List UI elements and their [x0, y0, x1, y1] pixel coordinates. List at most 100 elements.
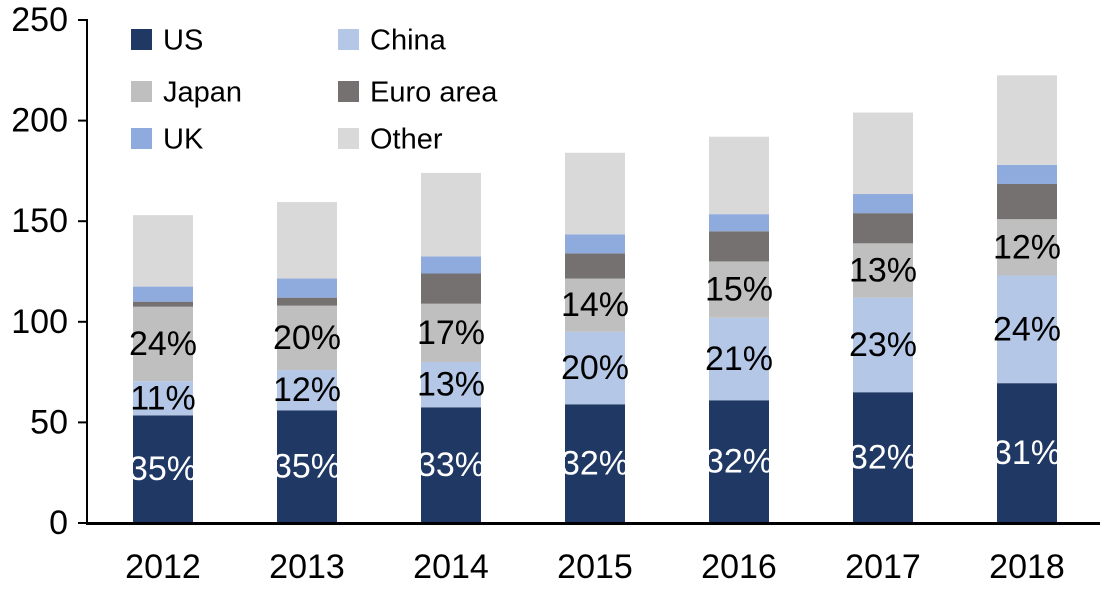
bar-segment-china: [133, 381, 193, 416]
axes-group: 0 50 100 150 200 250 2012 2013 2014 2015 2016 2017 2…: [11, 1, 1100, 586]
y-axis-label-0: 0: [49, 504, 68, 542]
y-axis-label-200: 200: [11, 102, 68, 140]
bar-segment-uk: [565, 234, 625, 254]
legend-swatch-euro-area: [338, 81, 359, 102]
bar-segment-china: [997, 275, 1057, 384]
bar-segment-euro-area: [133, 301, 193, 307]
x-axis-label-2016: 2016: [701, 548, 777, 586]
data-label-china-2012: 11%: [130, 379, 196, 417]
data-label-japan-2015: 14%: [561, 286, 629, 324]
legend-swatch-china: [338, 29, 359, 50]
y-axis-label-250: 250: [11, 1, 68, 39]
bar-segment-uk: [421, 256, 481, 274]
bar-segment-japan: [997, 219, 1057, 276]
bar-2012: [133, 215, 193, 523]
bar-segment-euro-area: [709, 231, 769, 262]
bar-segment-euro-area: [565, 253, 625, 279]
bar-segment-china: [853, 297, 913, 393]
x-axis-label-2013: 2013: [269, 548, 345, 586]
data-label-china-2017: 23%: [849, 326, 917, 364]
bar-segment-other: [421, 172, 481, 257]
bar-segment-japan: [853, 243, 913, 298]
data-label-japan-2016: 15%: [705, 271, 773, 309]
y-axis-label-50: 50: [30, 403, 68, 441]
bar-segment-china: [565, 331, 625, 405]
bar-segment-euro-area: [997, 183, 1057, 220]
legend-item-uk: UK: [131, 124, 204, 156]
data-label-china-2014: 13%: [417, 366, 485, 404]
legend-swatch-uk: [131, 128, 152, 149]
x-axis-label-2015: 2015: [557, 548, 633, 586]
bar-segment-japan: [709, 261, 769, 318]
legend-swatch-other: [338, 128, 359, 149]
x-axis-label-2014: 2014: [413, 548, 489, 586]
bar-2014: [421, 172, 481, 523]
data-label-us-2014: 33%: [417, 446, 485, 484]
legend-item-euro-area: Euro area: [338, 77, 498, 109]
legend-label-uk: UK: [163, 124, 204, 156]
data-label-japan-2014: 17%: [417, 314, 485, 352]
bar-segment-euro-area: [853, 213, 913, 244]
bar-segment-euro-area: [421, 273, 481, 304]
bar-segment-us: [853, 392, 913, 523]
legend-label-us: US: [163, 25, 203, 57]
bar-2018: [997, 75, 1057, 523]
bar-segment-us: [997, 383, 1057, 523]
x-axis-label-2012: 2012: [125, 548, 201, 586]
legend-label-china: China: [370, 25, 447, 57]
legend-swatch-japan: [131, 81, 152, 102]
bar-segment-uk: [997, 164, 1057, 184]
bar-segment-china: [709, 317, 769, 401]
data-label-us-2018: 31%: [993, 434, 1061, 472]
data-label-us-2017: 32%: [849, 439, 917, 477]
bar-segment-uk: [277, 278, 337, 298]
data-label-china-2013: 12%: [273, 371, 341, 409]
legend-item-other: Other: [338, 124, 443, 156]
bar-segment-other: [565, 152, 625, 235]
legend: US China Japan Euro area UK Other: [131, 25, 498, 156]
bar-segment-euro-area: [277, 297, 337, 306]
bar-segment-japan: [277, 305, 337, 371]
bar-2013: [277, 202, 337, 523]
data-label-us-2013: 35%: [273, 448, 341, 486]
bar-segment-japan: [421, 303, 481, 363]
data-labels-group: 35% 35% 33% 32% 32% 32% 31% 11% 12% 13% 20% 21% 23% 2…: [129, 228, 1061, 488]
legend-label-japan: Japan: [163, 77, 242, 109]
bar-segment-japan: [565, 278, 625, 332]
data-label-us-2015: 32%: [561, 445, 629, 483]
legend-item-japan: Japan: [131, 77, 242, 109]
data-label-japan-2017: 13%: [849, 251, 917, 289]
data-label-us-2016: 32%: [705, 443, 773, 481]
data-label-china-2018: 24%: [993, 310, 1061, 348]
data-label-japan-2018: 12%: [993, 228, 1061, 266]
bar-2015: [565, 152, 625, 523]
bar-segment-japan: [133, 306, 193, 382]
bar-segment-china: [277, 370, 337, 411]
legend-label-other: Other: [370, 124, 443, 156]
data-label-japan-2013: 20%: [273, 319, 341, 357]
bar-segment-uk: [853, 194, 913, 214]
bar-segment-us: [421, 407, 481, 523]
y-axis-label-150: 150: [11, 202, 68, 240]
bar-2016: [709, 136, 769, 523]
bar-segment-us: [709, 400, 769, 523]
bar-segment-uk: [709, 214, 769, 232]
legend-label-euro-area: Euro area: [370, 77, 498, 109]
data-label-japan-2012: 24%: [129, 325, 197, 363]
legend-item-china: China: [338, 25, 447, 57]
bar-segment-other: [133, 215, 193, 287]
bar-segment-us: [565, 404, 625, 523]
data-label-china-2015: 20%: [561, 349, 629, 387]
x-axis-label-2018: 2018: [989, 548, 1065, 586]
bar-segment-other: [853, 112, 913, 195]
data-label-us-2012: 35%: [129, 450, 197, 488]
bar-segment-china: [421, 362, 481, 408]
bar-segment-uk: [133, 286, 193, 302]
bar-segment-us: [133, 415, 193, 523]
bar-segment-us: [277, 410, 337, 523]
bar-segment-other: [997, 75, 1057, 165]
legend-item-us: US: [131, 25, 203, 57]
bar-segment-other: [277, 202, 337, 279]
